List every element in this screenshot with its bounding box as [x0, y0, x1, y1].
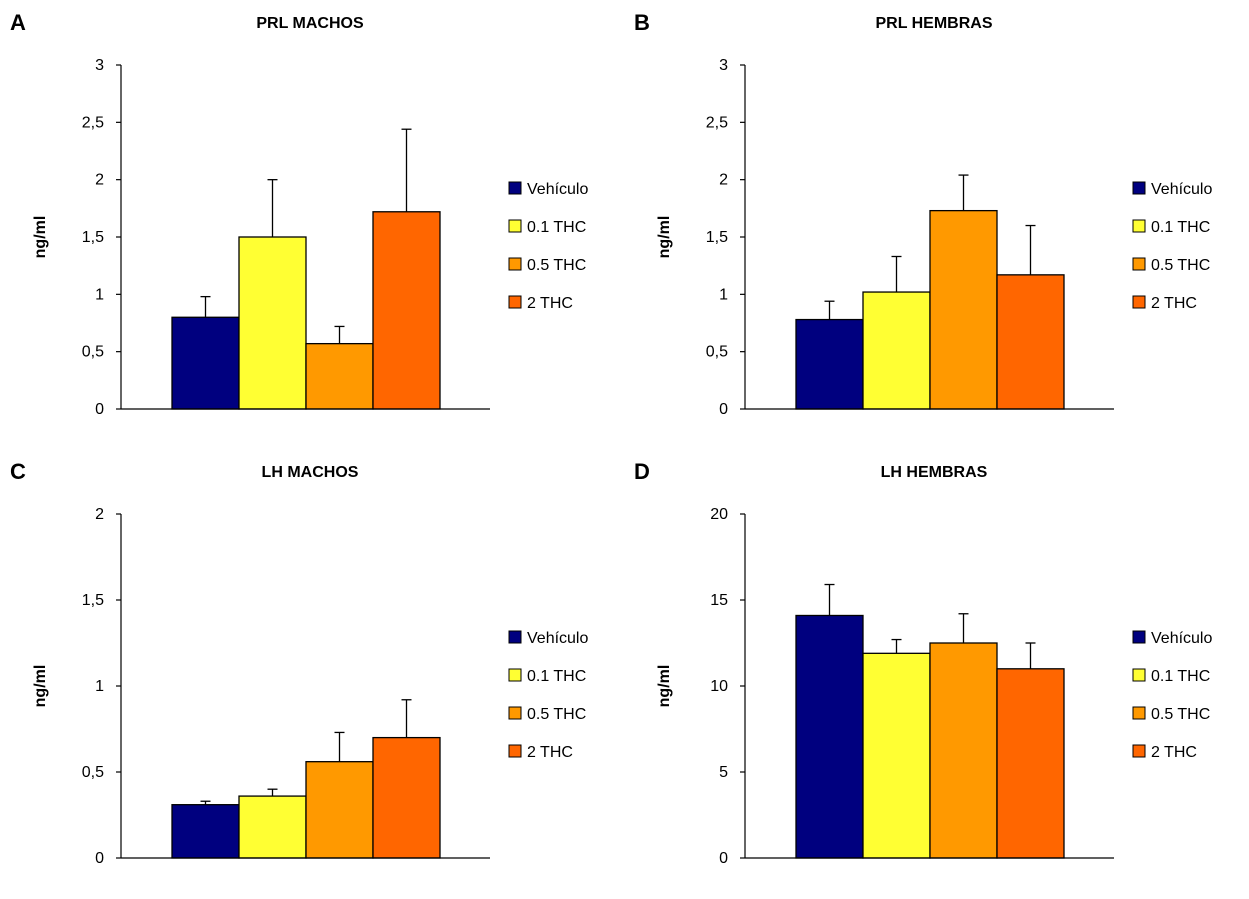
y-tick-label: 2: [95, 172, 104, 189]
chart-title: PRL MACHOS: [256, 15, 364, 32]
y-axis-title: ng/ml: [32, 216, 49, 259]
y-tick-label: 3: [95, 57, 104, 74]
y-tick-label: 0: [95, 401, 104, 418]
legend-swatch: [508, 257, 522, 271]
panel-label: C: [10, 459, 26, 484]
y-tick-label: 1: [719, 286, 728, 303]
legend-swatch: [508, 744, 522, 758]
bar: [171, 804, 240, 859]
y-tick-label: 0,5: [82, 764, 104, 781]
y-axis-title: ng/ml: [32, 665, 49, 708]
bar: [929, 642, 998, 859]
y-tick-label: 10: [710, 678, 728, 695]
y-tick-label: 1,5: [706, 229, 728, 246]
chart-title: LH HEMBRAS: [881, 464, 988, 481]
chart-title: PRL HEMBRAS: [875, 15, 992, 32]
y-tick-label: 2,5: [706, 114, 728, 131]
chart-d-svg: D LH HEMBRAS ng/ml 0 5 10 15 20 Vehículo 0.1 THC 0…: [634, 459, 1212, 867]
bar: [238, 795, 307, 859]
bar: [171, 316, 240, 410]
legend-label: Vehículo: [527, 630, 588, 647]
legend-swatch: [1132, 257, 1146, 271]
bar: [795, 318, 864, 410]
legend-label: Vehículo: [527, 181, 588, 198]
bar: [929, 209, 998, 410]
y-tick-label: 1,5: [82, 592, 104, 609]
bar: [862, 291, 931, 410]
legend-label: Vehículo: [1151, 630, 1212, 647]
chart-title: LH MACHOS: [262, 464, 359, 481]
y-tick-label: 1: [95, 286, 104, 303]
legend-swatch: [1132, 181, 1146, 195]
bar: [238, 236, 307, 410]
bar: [862, 652, 931, 859]
y-tick-label: 20: [710, 506, 728, 523]
y-tick-label: 2: [95, 506, 104, 523]
y-tick-label: 1,5: [82, 229, 104, 246]
panel-label: A: [10, 10, 26, 35]
bar: [305, 342, 374, 410]
legend-label: 2 THC: [1151, 295, 1197, 312]
legend-swatch: [508, 668, 522, 682]
legend-swatch: [508, 706, 522, 720]
y-tick-label: 0,5: [82, 344, 104, 361]
bar: [372, 736, 441, 859]
legend-swatch: [1132, 630, 1146, 644]
legend-swatch: [508, 630, 522, 644]
y-tick-label: 5: [719, 764, 728, 781]
y-tick-label: 0,5: [706, 344, 728, 361]
panel-label: B: [634, 10, 650, 35]
y-tick-label: 0: [719, 401, 728, 418]
chart-panel-b: B PRL HEMBRAS ng/ml 0 0,5 1 1,5 2 2,5 3 Vehículo 0.…: [624, 0, 1248, 449]
bar: [996, 668, 1065, 859]
y-tick-label: 0: [95, 850, 104, 867]
y-tick-label: 15: [710, 592, 728, 609]
chart-panel-c: C LH MACHOS ng/ml 0 0,5 1 1,5 2 Vehículo 0.1 THC 0…: [0, 449, 624, 898]
y-axis-title: ng/ml: [656, 216, 673, 259]
legend-swatch: [1132, 668, 1146, 682]
bar: [996, 274, 1065, 410]
legend-swatch: [508, 219, 522, 233]
bar: [372, 211, 441, 410]
chart-panel-a: A PRL MACHOS ng/ml 0 0,5 1 1,5 2 2,5 3 Vehículo 0.1…: [0, 0, 624, 449]
legend-swatch: [508, 295, 522, 309]
legend-swatch: [508, 181, 522, 195]
legend-label: 0.5 THC: [527, 706, 586, 723]
legend-label: 2 THC: [527, 295, 573, 312]
y-tick-label: 3: [719, 57, 728, 74]
bar: [795, 614, 864, 859]
legend-swatch: [1132, 295, 1146, 309]
y-tick-label: 2,5: [82, 114, 104, 131]
y-tick-label: 2: [719, 172, 728, 189]
panel-label: D: [634, 459, 650, 484]
bar: [305, 761, 374, 859]
legend-label: 2 THC: [527, 744, 573, 761]
chart-a-svg: A PRL MACHOS ng/ml 0 0,5 1 1,5 2 2,5 3 Vehículo 0.1…: [10, 10, 588, 418]
legend-swatch: [1132, 706, 1146, 720]
legend-label: Vehículo: [1151, 181, 1212, 198]
legend-label: 0.1 THC: [527, 219, 586, 236]
legend-label: 0.5 THC: [1151, 706, 1210, 723]
legend-label: 0.1 THC: [1151, 219, 1210, 236]
y-tick-label: 0: [719, 850, 728, 867]
legend-label: 0.5 THC: [527, 257, 586, 274]
legend-label: 0.5 THC: [1151, 257, 1210, 274]
y-axis-title: ng/ml: [656, 665, 673, 708]
legend-swatch: [1132, 219, 1146, 233]
legend-label: 0.1 THC: [1151, 668, 1210, 685]
chart-c-svg: C LH MACHOS ng/ml 0 0,5 1 1,5 2 Vehículo 0.1 THC 0…: [10, 459, 588, 867]
chart-b-svg: B PRL HEMBRAS ng/ml 0 0,5 1 1,5 2 2,5 3 Vehículo 0.…: [634, 10, 1212, 418]
legend-swatch: [1132, 744, 1146, 758]
y-tick-label: 1: [95, 678, 104, 695]
chart-panel-d: D LH HEMBRAS ng/ml 0 5 10 15 20 Vehículo 0.1 THC 0…: [624, 449, 1248, 898]
legend-label: 0.1 THC: [527, 668, 586, 685]
legend-label: 2 THC: [1151, 744, 1197, 761]
